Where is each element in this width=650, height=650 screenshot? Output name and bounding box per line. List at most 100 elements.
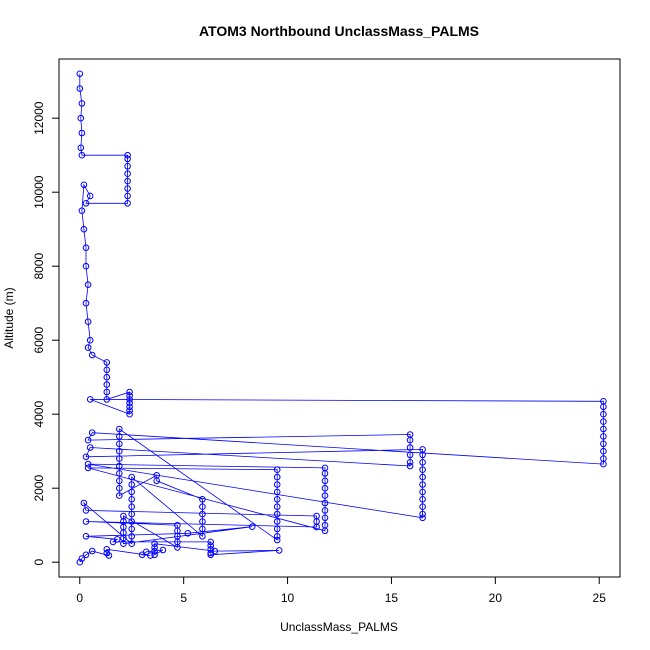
data-point xyxy=(82,244,90,251)
data-point xyxy=(82,533,90,540)
data-point xyxy=(207,549,214,557)
data-point xyxy=(88,351,96,359)
data-point xyxy=(321,477,329,485)
data-point xyxy=(105,552,113,559)
data-point xyxy=(126,410,133,418)
data-point xyxy=(138,551,146,559)
data-point xyxy=(126,407,133,414)
data-point xyxy=(406,462,414,470)
data-point xyxy=(128,525,135,533)
data-point xyxy=(275,547,283,554)
data-point xyxy=(76,558,84,566)
data-point xyxy=(406,451,414,459)
data-point xyxy=(273,525,281,533)
data-point xyxy=(126,396,133,403)
data-point xyxy=(84,281,92,289)
data-point xyxy=(419,503,426,511)
data-point xyxy=(600,433,607,440)
data-point xyxy=(86,444,94,451)
data-point xyxy=(419,459,426,466)
x-tick-label: 0 xyxy=(76,591,83,605)
data-point xyxy=(124,200,131,207)
data-point xyxy=(406,444,414,451)
data-point xyxy=(600,447,607,455)
data-point xyxy=(419,488,426,496)
data-point xyxy=(199,496,206,503)
data-point xyxy=(600,403,607,411)
data-point xyxy=(103,388,111,396)
data-point xyxy=(151,544,158,551)
plot-area xyxy=(76,70,607,566)
data-point xyxy=(128,488,135,496)
series-line xyxy=(79,73,604,563)
x-tick-label: 5 xyxy=(180,591,187,605)
data-point xyxy=(78,207,86,214)
y-tick-label: 8000 xyxy=(32,253,46,280)
data-point xyxy=(116,462,123,470)
data-point xyxy=(124,155,131,163)
data-point xyxy=(124,177,131,185)
data-point xyxy=(273,473,281,481)
data-point xyxy=(109,538,117,546)
data-point xyxy=(600,418,607,425)
data-point xyxy=(88,547,96,555)
data-point xyxy=(600,440,607,448)
data-point xyxy=(116,440,123,448)
data-point xyxy=(124,151,131,159)
data-point xyxy=(321,484,329,492)
data-point xyxy=(199,510,206,518)
data-point xyxy=(78,129,86,137)
data-point xyxy=(199,503,206,511)
data-point xyxy=(419,496,426,503)
data-point xyxy=(199,533,206,540)
data-point xyxy=(103,381,111,388)
data-point xyxy=(128,533,135,540)
data-point xyxy=(84,464,92,472)
data-point xyxy=(82,200,90,207)
x-axis: 0 5 10 15 20 25 xyxy=(76,576,606,605)
data-point xyxy=(88,429,96,437)
x-axis-label: UnclassMass_PALMS xyxy=(280,620,398,634)
data-point xyxy=(126,388,133,396)
data-point xyxy=(80,499,88,507)
data-point xyxy=(116,447,123,455)
data-point xyxy=(128,481,135,488)
data-point xyxy=(116,455,123,462)
y-tick-label: 6000 xyxy=(32,327,46,354)
data-point xyxy=(116,484,123,492)
data-point xyxy=(174,544,181,551)
data-point xyxy=(82,518,90,525)
data-point xyxy=(86,396,94,403)
data-point xyxy=(159,546,167,554)
data-point xyxy=(207,542,214,549)
data-point xyxy=(273,510,281,518)
data-point xyxy=(128,518,135,525)
data-point xyxy=(82,507,90,514)
data-point xyxy=(419,451,426,459)
data-point xyxy=(147,552,154,559)
data-point xyxy=(199,518,206,525)
data-point xyxy=(128,503,135,511)
data-point xyxy=(116,433,123,440)
y-tick-label: 2000 xyxy=(32,475,46,502)
data-point xyxy=(273,481,281,488)
data-point xyxy=(419,481,426,488)
data-point xyxy=(103,396,111,403)
data-point xyxy=(103,546,111,553)
data-point xyxy=(273,536,281,544)
data-point xyxy=(80,225,88,233)
y-axis-label: Altitude (m) xyxy=(2,287,16,348)
data-point xyxy=(103,373,111,381)
data-point xyxy=(151,551,158,559)
data-point xyxy=(76,85,84,92)
data-point xyxy=(82,299,90,307)
data-point xyxy=(86,192,94,200)
data-point xyxy=(321,514,329,522)
data-point xyxy=(419,473,426,481)
data-point xyxy=(103,366,111,374)
data-point xyxy=(82,453,90,461)
data-point xyxy=(128,510,135,518)
data-point xyxy=(84,460,92,468)
data-point xyxy=(321,527,329,535)
data-point xyxy=(600,460,607,468)
